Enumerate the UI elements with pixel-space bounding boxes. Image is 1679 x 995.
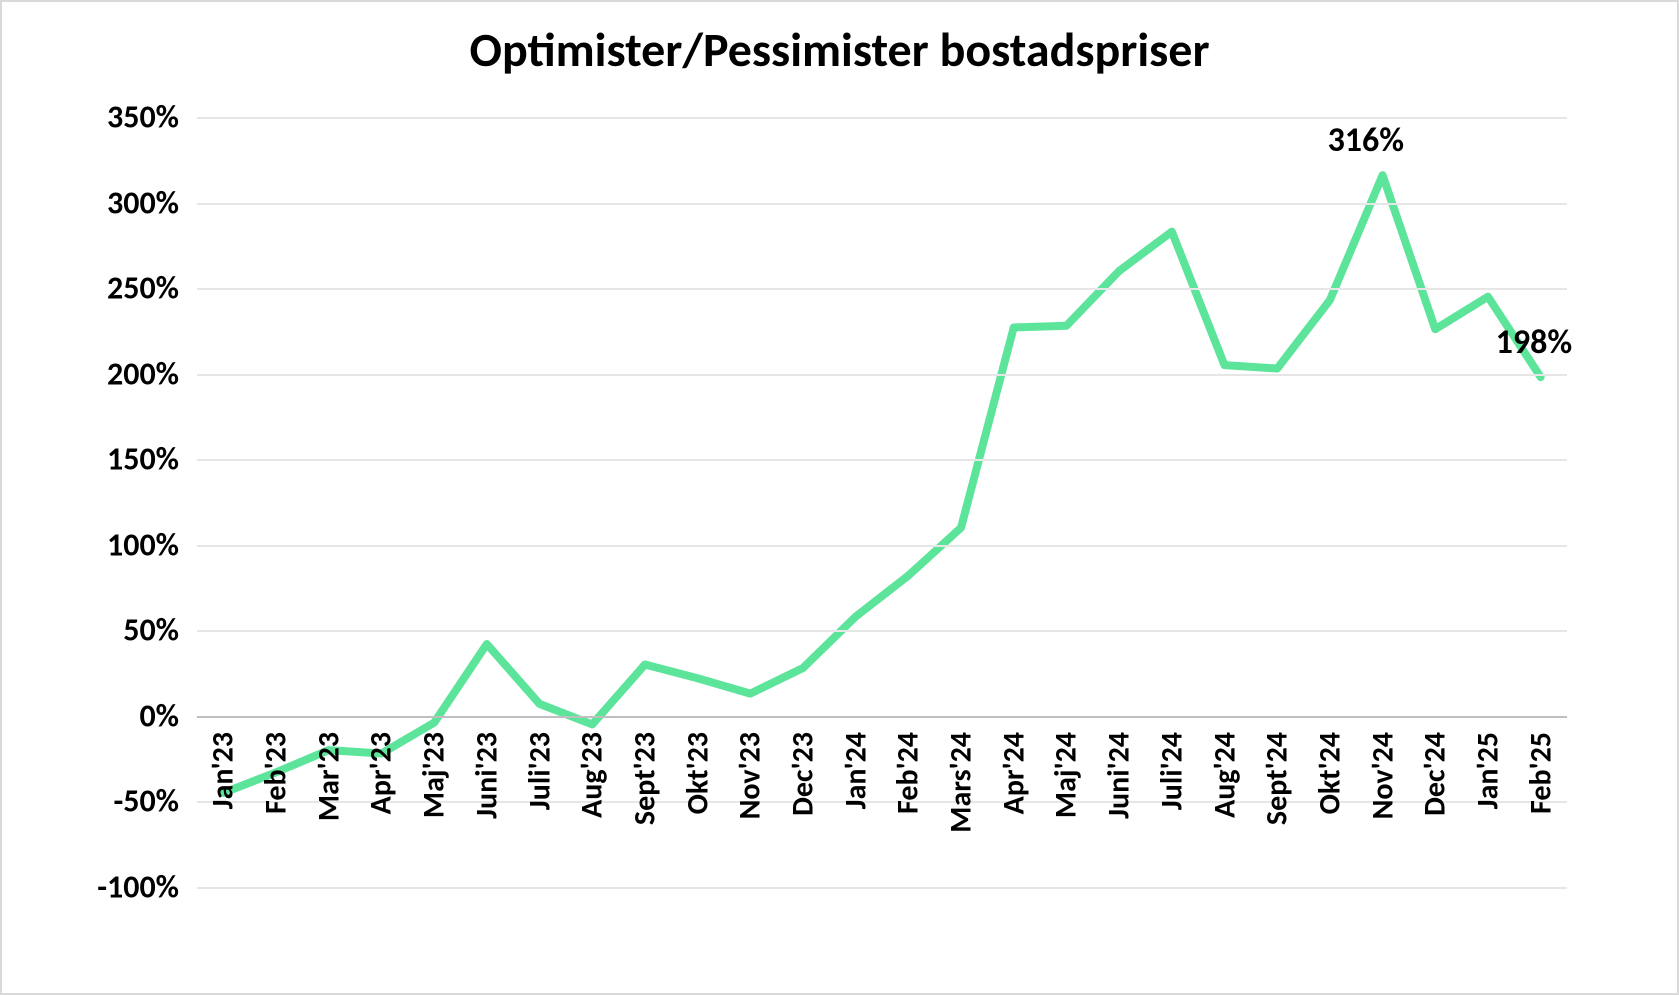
gridline — [197, 374, 1567, 376]
x-tick-label: Dec'24 — [1417, 726, 1454, 816]
x-tick-label: Mars'24 — [943, 726, 980, 833]
gridline — [197, 288, 1567, 290]
plot-area: -100%-50%0%50%100%150%200%250%300%350%Ja… — [197, 117, 1567, 887]
x-tick-label: Apr'24 — [995, 726, 1032, 814]
y-tick-label: 200% — [107, 354, 197, 393]
x-tick-label: Jan'23 — [205, 726, 242, 809]
gridline — [197, 203, 1567, 205]
gridline — [197, 716, 1567, 718]
x-tick-label: Aug'23 — [574, 726, 611, 818]
x-tick-label: Maj'24 — [1048, 726, 1085, 818]
x-tick-label: Sept'24 — [1259, 726, 1296, 825]
x-tick-label: Maj'23 — [416, 726, 453, 818]
chart-frame: Optimister/Pessimister bostadspriser -10… — [0, 0, 1679, 995]
x-tick-label: Okt'24 — [1311, 726, 1348, 814]
x-tick-label: Juli'23 — [521, 726, 558, 810]
x-tick-label: Feb'23 — [258, 726, 295, 814]
x-tick-label: Apr'23 — [363, 726, 400, 814]
x-tick-label: Dec'23 — [784, 726, 821, 816]
series-line — [223, 175, 1540, 793]
y-tick-label: 300% — [107, 183, 197, 222]
x-tick-label: Jan'24 — [837, 726, 874, 809]
x-tick-label: Nov'23 — [732, 726, 769, 819]
gridline — [197, 545, 1567, 547]
x-tick-label: Sept'23 — [626, 726, 663, 825]
chart-title: Optimister/Pessimister bostadspriser — [2, 20, 1677, 79]
gridline — [197, 117, 1567, 119]
y-tick-label: 150% — [107, 440, 197, 479]
y-tick-label: 50% — [123, 611, 197, 650]
gridline — [197, 801, 1567, 803]
y-tick-label: 100% — [107, 525, 197, 564]
x-tick-label: Juni'24 — [1101, 726, 1138, 819]
x-tick-label: Mar'23 — [310, 726, 347, 821]
x-tick-label: Okt'23 — [679, 726, 716, 814]
y-tick-label: 0% — [139, 696, 197, 735]
x-tick-label: Juli'24 — [1153, 726, 1190, 810]
x-tick-label: Feb'25 — [1522, 726, 1559, 814]
x-tick-label: Juni'23 — [468, 726, 505, 819]
gridline — [197, 459, 1567, 461]
y-tick-label: -100% — [97, 868, 197, 907]
x-tick-label: Jan'25 — [1469, 726, 1506, 809]
y-tick-label: 350% — [107, 98, 197, 137]
line-chart-svg — [197, 117, 1567, 887]
gridline — [197, 630, 1567, 632]
x-tick-label: Nov'24 — [1364, 726, 1401, 819]
data-label: 316% — [1328, 120, 1404, 161]
gridline — [197, 887, 1567, 889]
data-label: 198% — [1496, 322, 1572, 363]
y-tick-label: -50% — [113, 782, 197, 821]
x-tick-label: Aug'24 — [1206, 726, 1243, 818]
y-tick-label: 250% — [107, 269, 197, 308]
x-tick-label: Feb'24 — [890, 726, 927, 814]
